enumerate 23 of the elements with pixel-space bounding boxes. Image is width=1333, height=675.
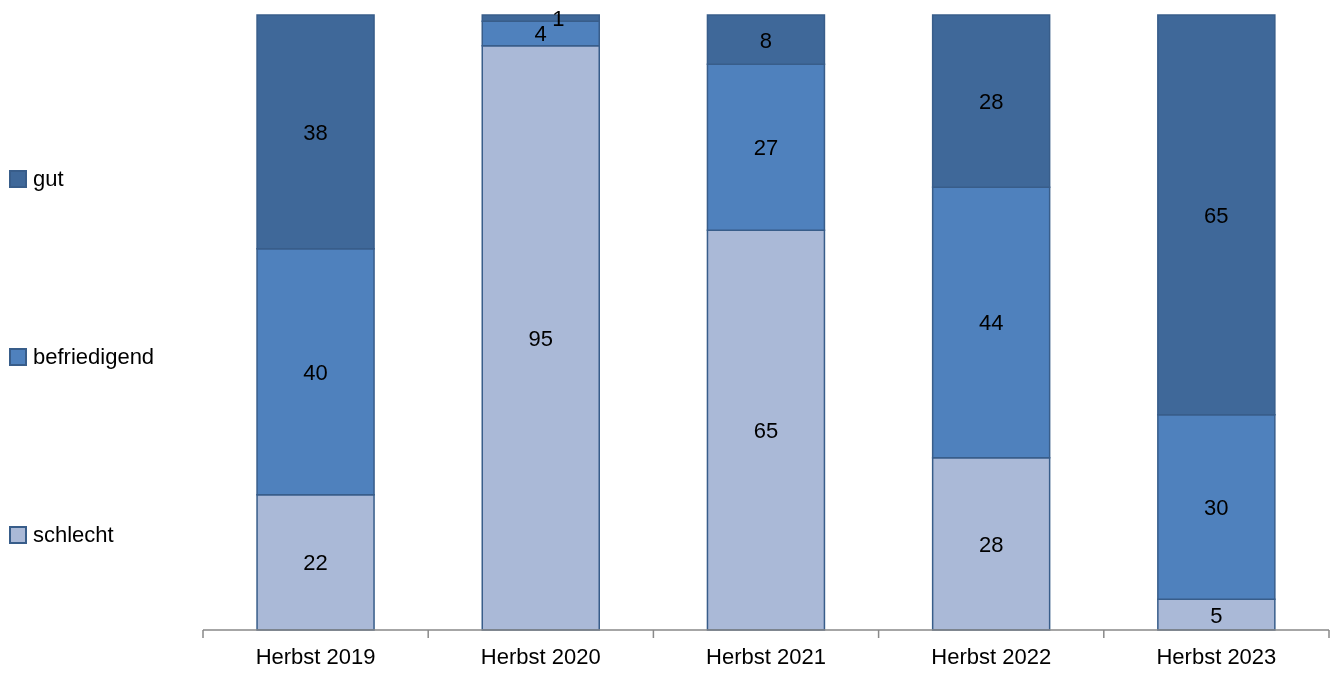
data-label: 38 <box>303 119 328 145</box>
data-label: 1 <box>552 6 565 31</box>
data-label: 65 <box>753 418 779 444</box>
legend-label: schlecht <box>33 522 114 548</box>
legend-label: gut <box>33 166 64 192</box>
data-label: 28 <box>978 89 1004 115</box>
data-label: 65 <box>1204 202 1229 228</box>
data-label: 40 <box>303 359 328 385</box>
x-tick-label: Herbst 2022 <box>931 644 1052 669</box>
data-label: 4 <box>534 21 547 47</box>
x-tick-label: Herbst 2020 <box>480 644 601 669</box>
data-label: 5 <box>1210 602 1223 628</box>
data-label: 8 <box>759 27 773 53</box>
x-tick-label: Herbst 2023 <box>1156 644 1277 669</box>
data-label: 95 <box>528 325 553 351</box>
data-label: 27 <box>753 135 779 161</box>
data-label: 22 <box>303 550 328 576</box>
data-label: 28 <box>978 531 1004 557</box>
legend-label: befriedigend <box>33 344 155 370</box>
x-tick-label: Herbst 2019 <box>255 644 376 669</box>
x-tick-label: Herbst 2021 <box>706 644 826 669</box>
data-label: 44 <box>978 310 1004 336</box>
data-label: 30 <box>1204 494 1229 520</box>
